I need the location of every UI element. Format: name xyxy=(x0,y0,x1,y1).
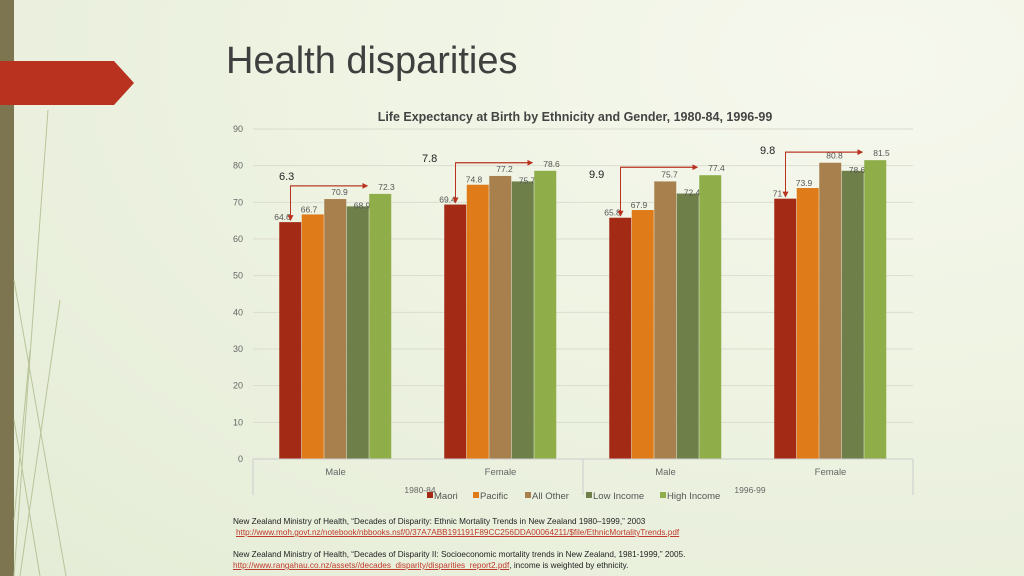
reference-1-text: New Zealand Ministry of Health, “Decades… xyxy=(233,517,646,526)
y-tick-label: 20 xyxy=(233,381,243,391)
legend-swatch xyxy=(525,492,531,498)
bar xyxy=(819,162,842,459)
slide-title: Health disparities xyxy=(226,40,518,82)
legend-swatch xyxy=(473,492,479,498)
legend-label: All Other xyxy=(532,491,569,502)
data-label: 70.9 xyxy=(331,187,348,197)
bar xyxy=(676,193,699,460)
data-label: 68.9 xyxy=(354,200,371,210)
bar xyxy=(774,198,797,459)
bar xyxy=(841,170,864,460)
legend-label: Maori xyxy=(434,491,458,502)
legend-swatch xyxy=(427,492,433,498)
legend: Maori Pacific All Other Low Income High Inco… xyxy=(427,491,720,502)
bar xyxy=(346,206,369,459)
data-label: 75.7 xyxy=(519,175,536,185)
bar xyxy=(444,204,467,459)
gap-annotation-label: 7.8 xyxy=(422,153,437,165)
bar xyxy=(511,181,534,459)
bar xyxy=(301,214,324,459)
legend-swatch xyxy=(586,492,592,498)
y-tick-label: 50 xyxy=(233,271,243,281)
y-tick-label: 60 xyxy=(233,234,243,244)
bar xyxy=(324,199,347,460)
x-tick-label: Female xyxy=(815,467,847,478)
reference-1-link[interactable]: http://www.moh.govt.nz/notebook/nbbooks.… xyxy=(236,528,680,537)
data-label: 80.8 xyxy=(826,151,843,161)
bar xyxy=(489,175,512,459)
data-label: 78.6 xyxy=(543,159,560,169)
x-tick-label: Female xyxy=(485,467,517,478)
y-axis: 0 10 20 30 40 50 60 70 80 90 xyxy=(233,124,243,464)
legend-swatch xyxy=(660,492,666,498)
gap-annotation-label: 6.3 xyxy=(279,171,294,183)
data-label: 77.2 xyxy=(496,164,513,174)
bar xyxy=(369,193,392,459)
bar xyxy=(279,222,302,459)
reference-2-link[interactable]: http://www.rangahau.co.nz/assets//decade… xyxy=(233,561,510,570)
data-label: 65.8 xyxy=(604,208,621,218)
x-tick-label: Male xyxy=(655,467,676,478)
data-label: 72.3 xyxy=(378,182,395,192)
data-label: 81.5 xyxy=(873,148,890,158)
references: New Zealand Ministry of Health, “Decades… xyxy=(233,516,685,571)
bars: 64.6 69.4 65.8 71 66.7 74.8 67.9 73.9 70.9 77.2 75… xyxy=(274,148,890,460)
legend-label: Low Income xyxy=(593,491,644,502)
y-tick-label: 40 xyxy=(233,307,243,317)
y-tick-label: 30 xyxy=(233,344,243,354)
data-label: 69.4 xyxy=(439,195,456,205)
data-label: 71 xyxy=(773,189,783,199)
gap-annotations: 6.3 7.8 9.9 9.8 xyxy=(279,145,864,222)
y-tick-label: 80 xyxy=(233,161,243,171)
reference-2-suffix: , income is weighted by ethnicity. xyxy=(509,561,629,570)
gap-annotation-label: 9.8 xyxy=(760,145,775,157)
data-label: 67.9 xyxy=(631,200,648,210)
x-axis: Male Female Male Female 1980-84 1996-99 xyxy=(252,458,914,495)
data-label: 64.6 xyxy=(274,212,291,222)
y-tick-label: 10 xyxy=(233,417,243,427)
bar xyxy=(699,175,722,459)
group-label: 1996-99 xyxy=(734,485,765,495)
gap-annotation-label: 9.9 xyxy=(589,169,604,181)
bar xyxy=(796,188,819,460)
bar xyxy=(609,217,632,459)
title-accent-arrow xyxy=(0,61,134,105)
y-tick-label: 70 xyxy=(233,197,243,207)
reference-2-text: New Zealand Ministry of Health, “Decades… xyxy=(233,550,686,559)
data-label: 74.8 xyxy=(466,175,483,185)
data-label: 72.4 xyxy=(684,188,701,198)
group-label: 1980-84 xyxy=(404,485,435,495)
bar xyxy=(654,181,677,459)
legend-label: High Income xyxy=(667,491,720,502)
sidebar-stripe xyxy=(0,0,14,576)
bar xyxy=(534,170,557,460)
y-tick-label: 90 xyxy=(233,124,243,134)
legend-label: Pacific xyxy=(480,491,508,502)
chart-title: Life Expectancy at Birth by Ethnicity an… xyxy=(378,110,773,124)
bar xyxy=(631,210,654,459)
bar xyxy=(864,160,887,459)
life-expectancy-chart: Life Expectancy at Birth by Ethnicity an… xyxy=(233,110,914,502)
data-label: 75.7 xyxy=(661,169,678,179)
data-label: 78.6 xyxy=(849,165,866,175)
data-label: 73.9 xyxy=(796,178,813,188)
data-label: 77.4 xyxy=(708,163,725,173)
decorative-lines xyxy=(13,109,67,576)
data-label: 66.7 xyxy=(301,204,318,214)
bar xyxy=(466,184,489,459)
y-tick-label: 0 xyxy=(238,454,243,464)
x-tick-label: Male xyxy=(325,467,346,478)
